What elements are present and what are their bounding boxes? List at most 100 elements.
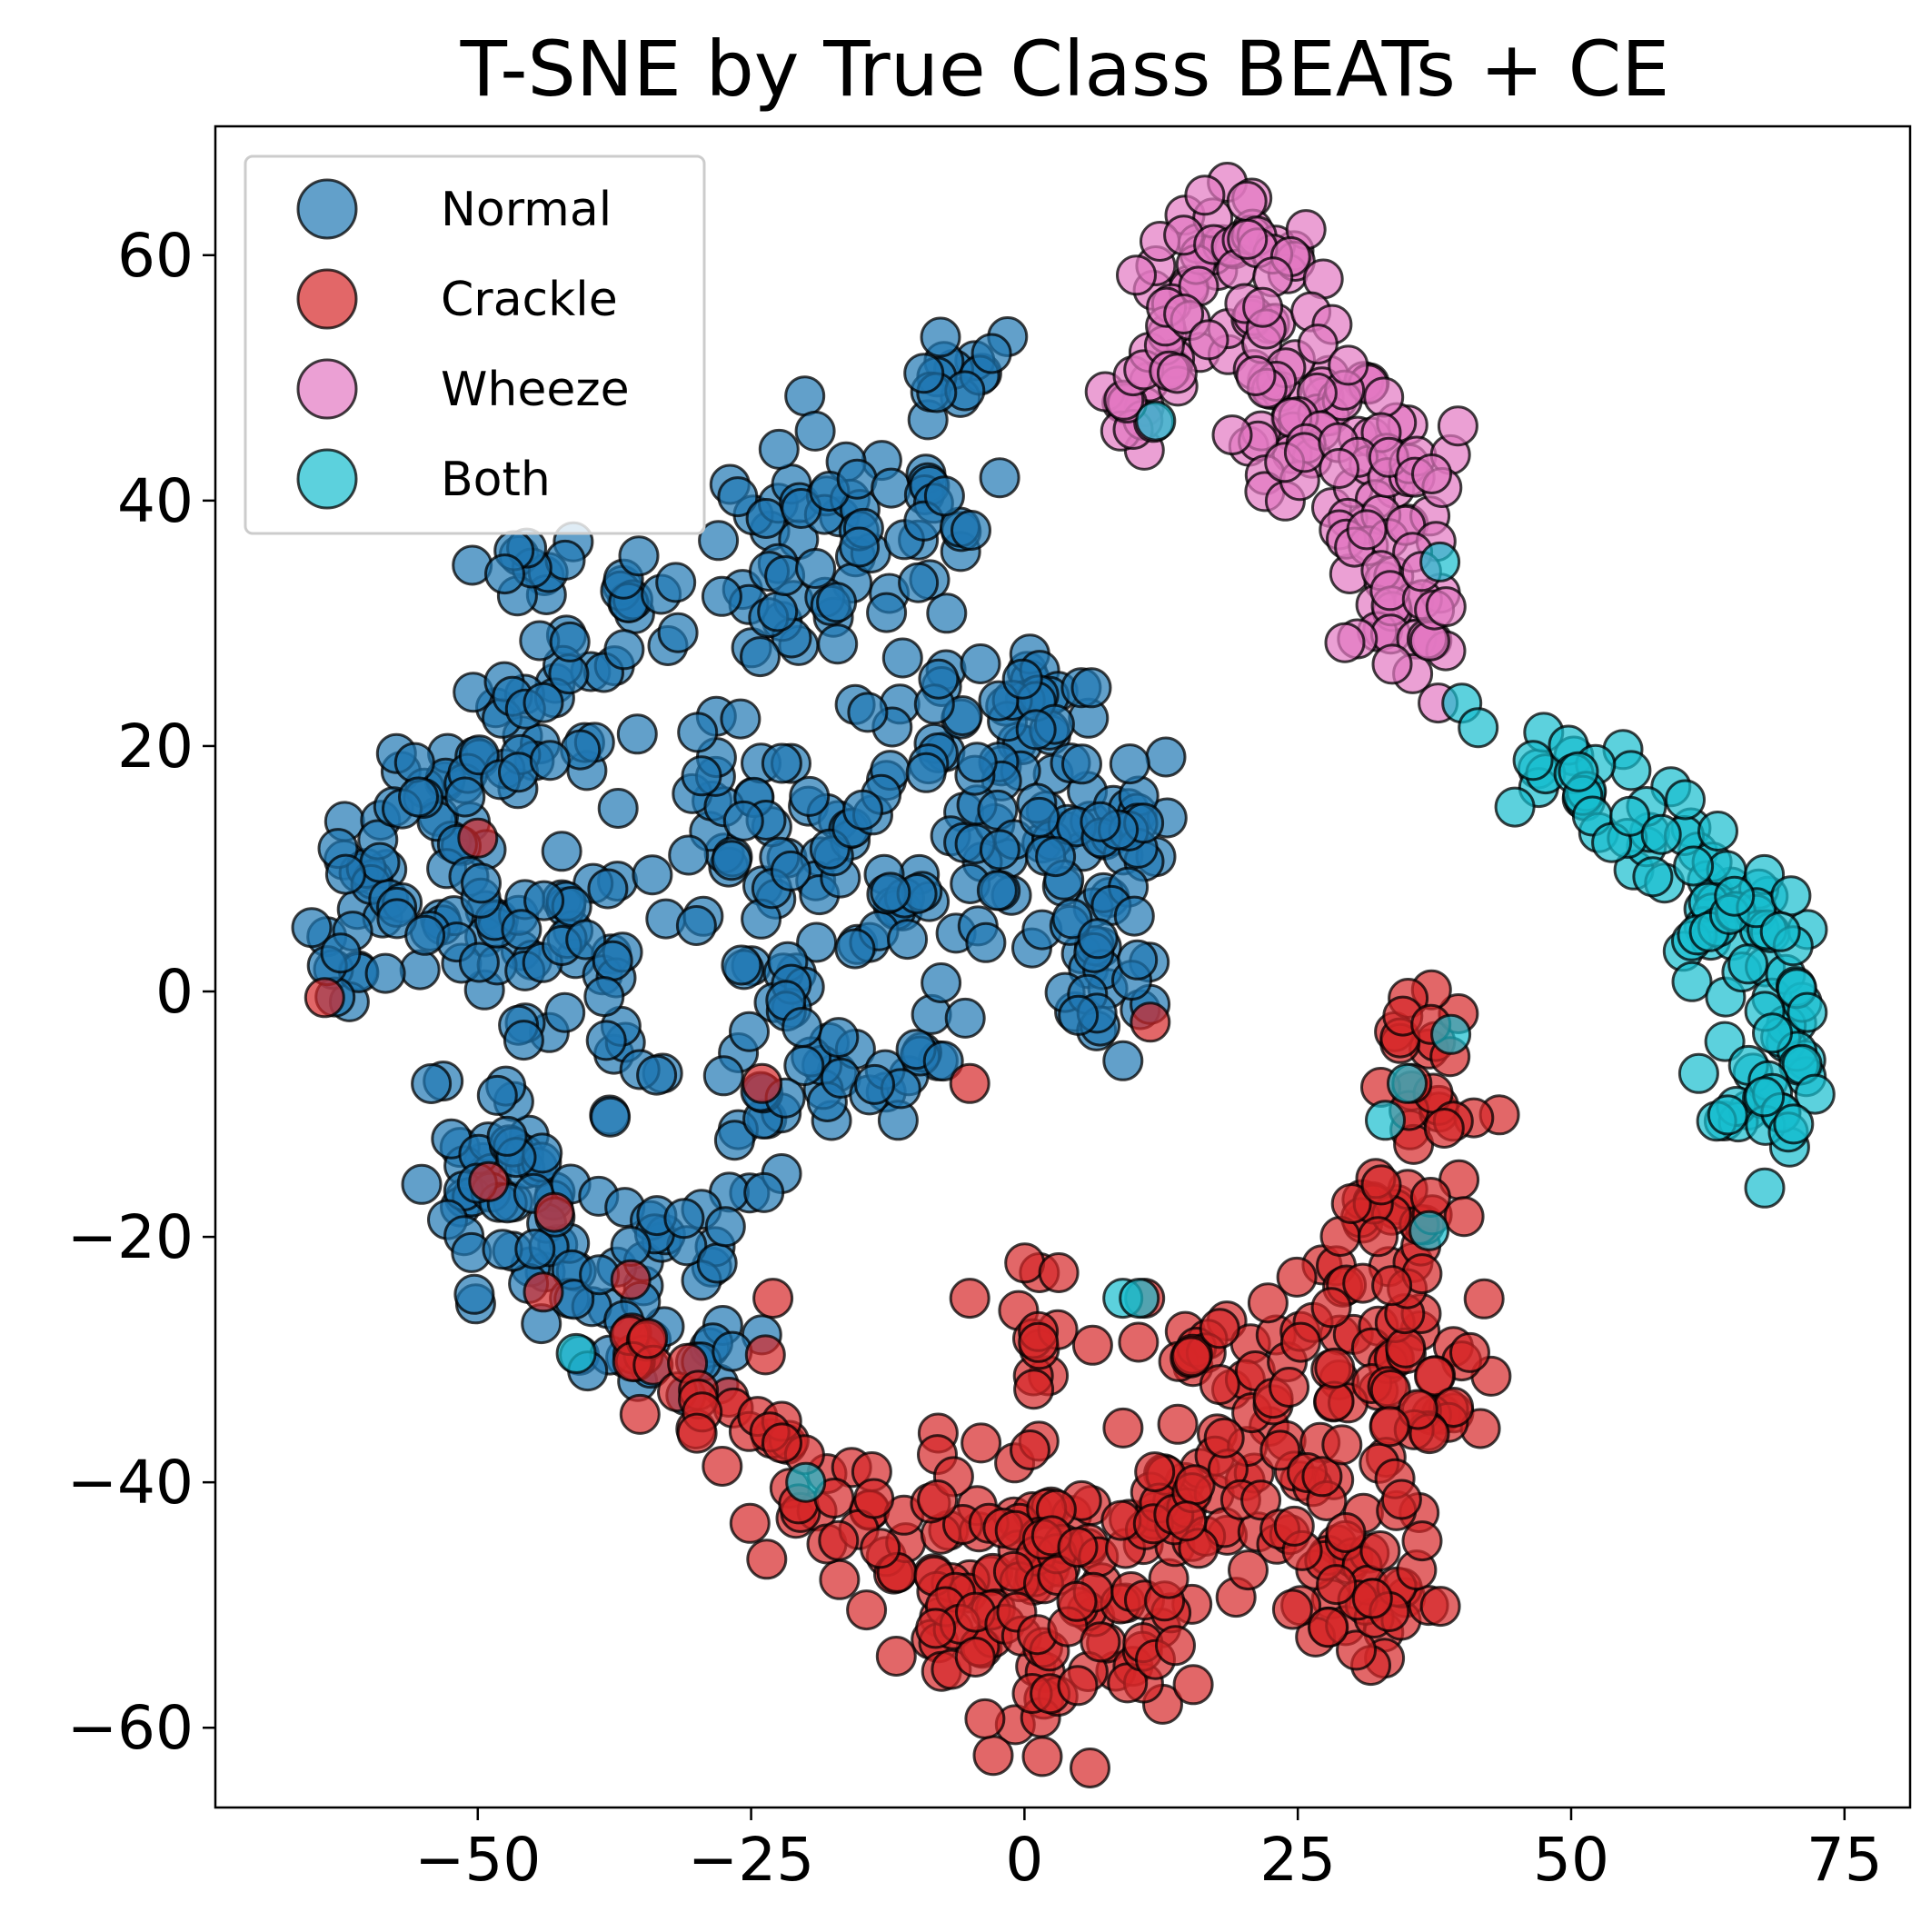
scatter-point-normal (583, 976, 625, 1018)
scatter-point-crackle (1316, 1564, 1358, 1606)
scatter-point-normal (784, 375, 826, 417)
scatter-point-normal (657, 612, 699, 653)
scatter-point-crackle (1240, 1479, 1282, 1521)
scatter-point-normal (544, 539, 586, 581)
scatter-point-both (1387, 1062, 1428, 1104)
scatter-point-both (1135, 400, 1177, 442)
scatter-point-normal (486, 1115, 528, 1157)
scatter-point-crackle (1228, 1549, 1269, 1591)
scatter-point-normal (965, 921, 1007, 963)
scatter-point-crackle (1301, 1456, 1343, 1498)
scatter-point-both (1609, 795, 1651, 837)
scatter-point-normal (503, 1020, 544, 1061)
scatter-point-crackle (1385, 1327, 1427, 1369)
scatter-point-normal (721, 944, 762, 986)
y-tick-label: 20 (117, 712, 194, 782)
scatter-point-normal (603, 629, 645, 671)
scatter-point-crackle (1004, 1242, 1046, 1284)
scatter-point-normal (364, 952, 406, 994)
scatter-point-normal (854, 1063, 895, 1105)
scatter-point-normal (887, 919, 929, 961)
scatter-point-wheeze (1116, 254, 1157, 296)
scatter-point-wheeze (1211, 414, 1253, 456)
scatter-point-crackle (746, 1539, 788, 1580)
scatter-point-crackle (1155, 1625, 1196, 1667)
scatter-point-normal (944, 997, 986, 1039)
scatter-point-crackle (1310, 1287, 1352, 1329)
scatter-point-crackle (1199, 1364, 1240, 1406)
scatter-point-both (1512, 740, 1554, 782)
legend-marker-normal (296, 178, 358, 240)
scatter-point-normal (291, 907, 333, 949)
scatter-point-crackle (1102, 1407, 1144, 1449)
scatter-point-wheeze (1437, 405, 1478, 447)
scatter-point-crackle (1276, 1256, 1318, 1298)
scatter-point-crackle (744, 1334, 786, 1376)
plot-frame (214, 124, 1912, 1809)
scatter-point-crackle (949, 1278, 990, 1320)
scatter-point-both (1365, 1100, 1406, 1141)
scatter-point-crackle (964, 1698, 1006, 1739)
scatter-point-both (1610, 750, 1652, 792)
scatter-point-normal (411, 1063, 453, 1104)
scatter-point-normal (979, 829, 1020, 871)
series-both (555, 400, 1836, 1503)
scatter-point-both (1119, 1278, 1160, 1320)
scatter-point-crackle (1134, 1451, 1176, 1493)
scatter-point-normal (834, 928, 876, 970)
scatter-point-both (1665, 779, 1706, 821)
scatter-point-crackle (1380, 1479, 1422, 1520)
scatter-point-both (1787, 991, 1828, 1033)
chart-title: T-SNE by True Class BEATs + CE (460, 25, 1670, 114)
scatter-point-wheeze (1227, 218, 1269, 260)
scatter-point-normal (587, 868, 629, 910)
scatter-point-both (1714, 875, 1756, 917)
scatter-point-normal (565, 919, 607, 961)
scatter-point-normal (458, 941, 500, 983)
scatter-point-normal (836, 458, 878, 500)
scatter-point-crackle (875, 1636, 917, 1677)
scatter-point-both (1419, 541, 1461, 583)
scatter-point-wheeze (1163, 294, 1205, 334)
scatter-point-crackle (972, 1735, 1014, 1777)
scatter-point-wheeze (1242, 286, 1284, 328)
scatter-point-normal (632, 854, 673, 896)
y-tick-label: 0 (155, 957, 194, 1027)
scatter-point-both (1558, 751, 1599, 792)
scatter-point-normal (704, 1206, 746, 1248)
scatter-point-normal (711, 840, 752, 881)
scatter-point-crackle (1130, 1001, 1171, 1043)
scatter-point-both (1697, 811, 1738, 851)
scatter-point-crackle (1449, 1331, 1490, 1373)
scatter-point-normal (1080, 801, 1121, 842)
scatter-point-crackle (1269, 1367, 1310, 1408)
scatter-point-normal (698, 520, 740, 562)
scatter-point-normal (903, 353, 945, 394)
scatter-point-wheeze (1425, 586, 1467, 628)
scatter-point-normal (544, 991, 586, 1033)
scatter-point-crackle (761, 1422, 802, 1464)
scatter-point-wheeze (1283, 432, 1325, 473)
series-normal (291, 316, 1188, 1417)
scatter-point-crackle (457, 817, 499, 859)
scatter-point-crackle (1199, 1308, 1240, 1349)
scatter-point-crackle (1325, 1512, 1367, 1553)
scatter-point-normal (444, 776, 486, 818)
scatter-point-crackle (1170, 1336, 1212, 1378)
scatter-point-normal (541, 831, 582, 872)
scatter-point-normal (1109, 743, 1150, 785)
scatter-point-normal (1070, 667, 1112, 709)
scatter-point-normal (655, 562, 697, 603)
scatter-point-crackle (1336, 1629, 1377, 1671)
scatter-point-crackle (468, 1160, 510, 1202)
scatter-point-crackle (702, 1446, 743, 1487)
scatter-point-normal (675, 905, 717, 946)
legend-label-normal: Normal (441, 183, 612, 237)
scatter-point-normal (696, 1242, 738, 1284)
scatter-point-crackle (1423, 1108, 1465, 1149)
scatter-point-crackle (742, 1062, 783, 1104)
scatter-point-normal (399, 949, 441, 991)
scatter-point-normal (681, 755, 722, 797)
scatter-point-normal (1113, 895, 1155, 937)
